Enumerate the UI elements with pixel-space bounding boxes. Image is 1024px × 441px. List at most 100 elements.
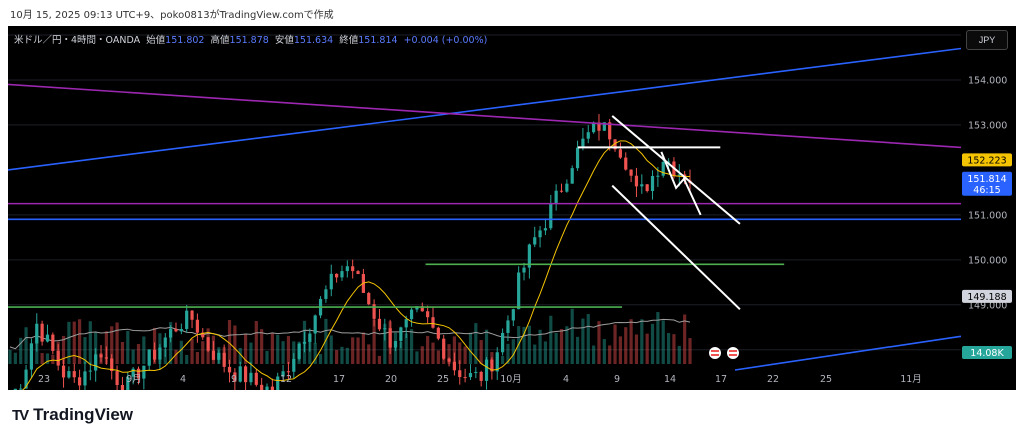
volume-bar — [458, 342, 462, 364]
candle-body — [586, 132, 590, 139]
candle-body — [179, 328, 183, 332]
volume-bar — [399, 341, 403, 364]
volume-bar — [479, 340, 483, 364]
candle-body — [324, 289, 328, 299]
volume-bar — [276, 334, 280, 364]
candle-body — [126, 376, 130, 390]
volume-bar — [650, 323, 655, 364]
x-tick-label: 4 — [180, 374, 186, 385]
volume-bar — [227, 319, 232, 364]
symbol-label[interactable]: 米ドル／円・4時間・OANDA — [14, 35, 141, 46]
moving-average-line — [22, 140, 691, 390]
volume-bar — [45, 353, 50, 364]
volume-bar — [377, 355, 382, 364]
candle-body — [618, 149, 622, 158]
tradingview-brand[interactable]: TV TradingView — [12, 405, 133, 425]
candle-body — [35, 323, 39, 344]
volume-bar — [51, 354, 55, 364]
candle-body — [613, 139, 617, 150]
candle-body — [158, 347, 162, 360]
volume-bar — [136, 344, 141, 364]
candle-body — [88, 370, 92, 372]
volume-bar — [592, 345, 596, 364]
volume-bar — [581, 318, 585, 364]
us-flag-icon — [727, 347, 739, 359]
volume-bar — [201, 341, 205, 364]
candle-body — [511, 309, 515, 321]
volume-bar — [688, 338, 692, 364]
candle-body — [281, 371, 285, 377]
volume-tag: 14.08K — [970, 348, 1004, 359]
volume-bar — [484, 329, 489, 364]
candle-body — [45, 334, 50, 342]
volume-bar — [559, 328, 564, 364]
candle-body — [265, 386, 269, 390]
volume-bar — [404, 333, 408, 364]
volume-bar — [126, 330, 130, 364]
high-label: 高値 — [210, 35, 230, 46]
candle-body — [24, 369, 28, 389]
candle-body — [527, 244, 531, 268]
candle-body — [415, 306, 419, 310]
volume-bar — [40, 353, 44, 364]
volume-bar — [409, 329, 414, 364]
currency-button[interactable]: JPY — [966, 30, 1008, 50]
x-tick-label: 4 — [563, 374, 569, 385]
candle-body — [78, 377, 82, 386]
volume-bar — [597, 321, 601, 364]
volume-bar — [110, 326, 114, 364]
us-flag-stripe — [729, 354, 737, 356]
low-value: 151.634 — [293, 35, 334, 46]
volume-bar — [254, 321, 258, 364]
candle-body — [40, 323, 44, 342]
volume-bar — [640, 319, 644, 364]
candle-body — [222, 352, 226, 367]
volume-bar — [527, 325, 531, 364]
candle-body — [174, 328, 178, 332]
open-label: 始値 — [146, 35, 166, 46]
candle-body — [554, 190, 558, 204]
candle-body — [484, 359, 489, 381]
price-chart[interactable]: 155.000154.000153.000151.000150.000149.0… — [8, 26, 1016, 390]
candle-body — [367, 292, 371, 305]
volume-bar — [602, 339, 606, 364]
level-price-tag-bg — [962, 153, 1012, 167]
chart-header: 米ドル／円・4時間・OANDA 始値151.802 高値151.878 安値15… — [14, 32, 487, 46]
channel-lower — [611, 184, 741, 311]
projection-zigzag — [660, 151, 702, 216]
candle-body — [238, 366, 242, 382]
candle-body — [640, 184, 644, 187]
volume-bar — [645, 333, 649, 364]
candle-body — [517, 272, 521, 310]
volume-bar — [67, 321, 71, 364]
volume-bar — [308, 339, 312, 364]
candle-body — [447, 358, 451, 362]
x-tick-label: 9 — [614, 374, 620, 385]
x-tick-label: 17 — [715, 374, 727, 385]
candle-body — [94, 354, 98, 371]
moving-average — [22, 140, 691, 390]
candle-body — [575, 147, 580, 169]
candle-body — [249, 372, 253, 383]
volume-bar — [61, 335, 66, 364]
volume-bar — [613, 324, 617, 364]
candle-body — [104, 357, 108, 359]
current-price-tag: 151.814 — [967, 174, 1006, 185]
candle-body — [233, 372, 237, 382]
candle-body — [329, 273, 333, 290]
candle-body — [169, 328, 173, 338]
volume-bar — [608, 345, 612, 364]
volume-bar — [372, 319, 376, 364]
volume-bar — [543, 341, 548, 364]
candle-body — [136, 368, 141, 379]
candle-body — [592, 122, 596, 133]
volume-bar — [436, 350, 440, 364]
volume-bar — [345, 347, 349, 364]
volume-bar — [661, 320, 665, 364]
candle-body — [340, 271, 344, 278]
candle-body — [195, 319, 200, 333]
chart-panel[interactable]: 155.000154.000153.000151.000150.000149.0… — [8, 26, 1016, 390]
candle-body — [83, 371, 87, 386]
volume-bar — [185, 354, 189, 364]
candle-body — [666, 161, 671, 163]
